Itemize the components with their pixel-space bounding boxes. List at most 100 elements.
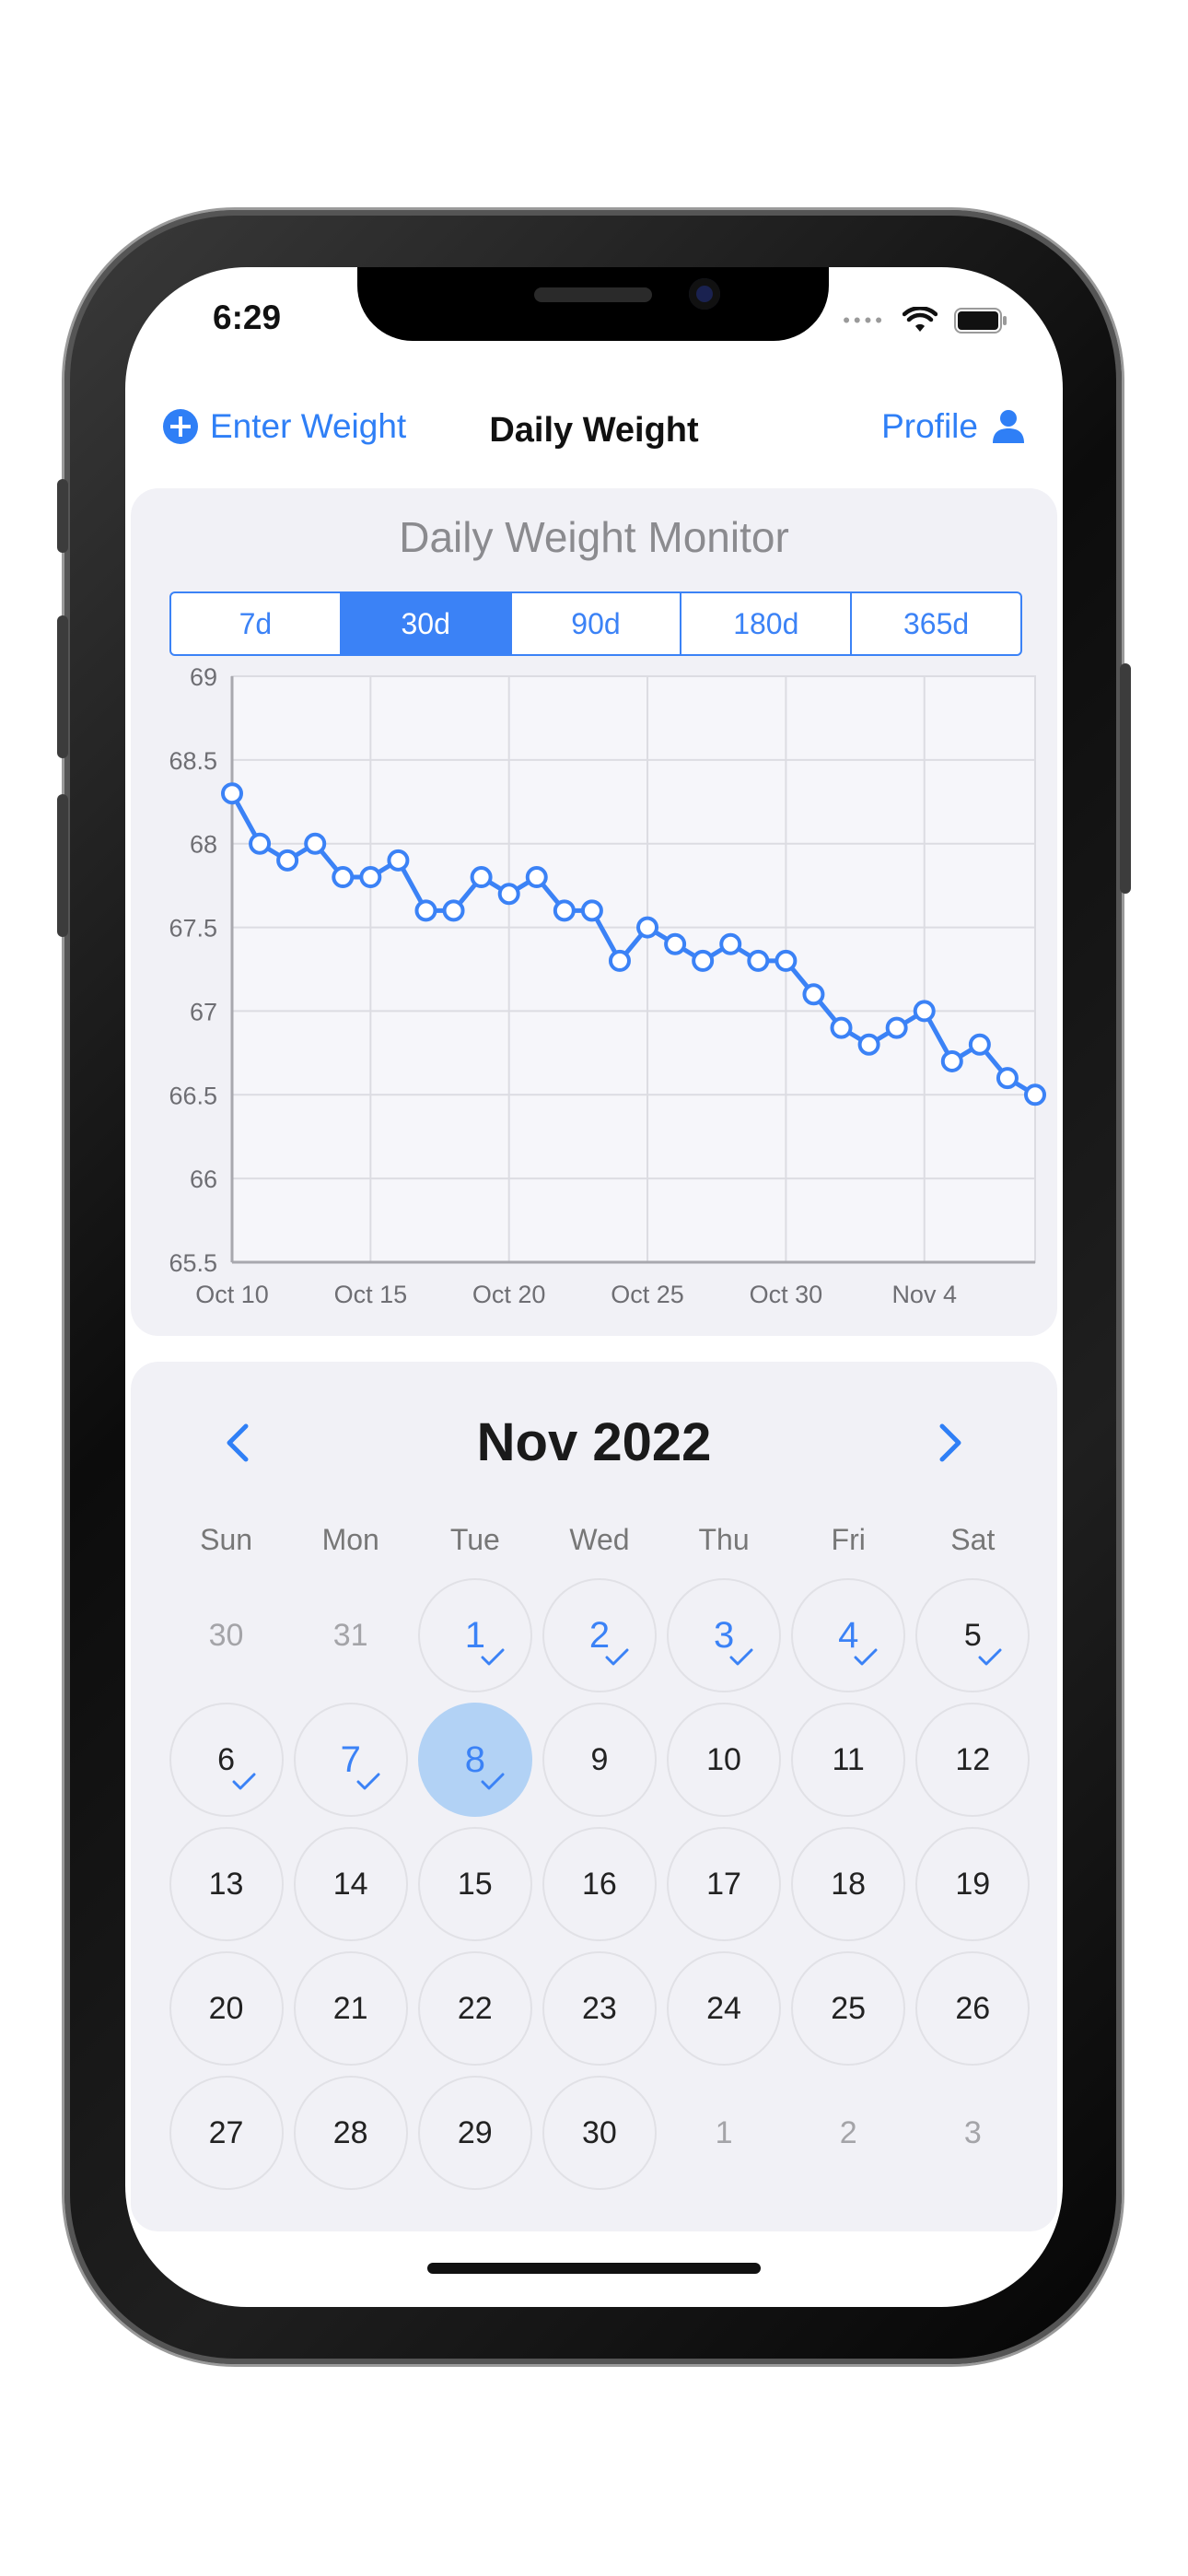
range-option-7d[interactable]: 7d <box>239 606 273 640</box>
x-tick-label: Nov 4 <box>891 1281 957 1308</box>
previous-month-button[interactable] <box>210 1415 265 1470</box>
calendar-day[interactable]: 15 <box>417 1827 532 1941</box>
calendar-day[interactable]: 10 <box>667 1703 782 1817</box>
calendar-day[interactable]: 14 <box>293 1827 408 1941</box>
data-point[interactable] <box>608 949 631 972</box>
calendar-cell: 11 <box>786 1698 911 1822</box>
calendar-day[interactable]: 31 <box>294 1578 408 1692</box>
calendar-day[interactable]: 20 <box>169 1951 284 2066</box>
data-point[interactable] <box>553 899 576 922</box>
calendar-cell: 20 <box>164 1947 288 2071</box>
range-option-30d[interactable]: 30d <box>339 593 510 654</box>
calendar-day[interactable]: 21 <box>293 1951 408 2066</box>
day-number: 19 <box>955 1866 991 1902</box>
day-number: 20 <box>208 1990 244 2026</box>
data-point[interactable] <box>885 1016 908 1039</box>
calendar-cell: 23 <box>537 1947 661 2071</box>
check-icon <box>605 1648 629 1666</box>
home-indicator[interactable] <box>427 2263 761 2274</box>
data-point[interactable] <box>221 782 243 805</box>
enter-weight-button[interactable]: Enter Weight <box>162 407 406 446</box>
data-point[interactable] <box>913 1000 936 1023</box>
calendar-day[interactable]: 12 <box>915 1703 1031 1817</box>
data-point[interactable] <box>719 932 742 955</box>
range-option-90d[interactable]: 90d <box>509 593 681 654</box>
calendar-day[interactable]: 22 <box>417 1951 532 2066</box>
x-tick-label: Oct 10 <box>195 1281 269 1308</box>
calendar-day[interactable]: 5 <box>915 1578 1031 1692</box>
data-point[interactable] <box>940 1049 963 1072</box>
data-point[interactable] <box>802 983 825 1006</box>
calendar-day[interactable]: 30 <box>169 1578 284 1692</box>
calendar-cell: 8 <box>413 1698 537 1822</box>
calendar-day[interactable]: 17 <box>667 1827 782 1941</box>
data-point[interactable] <box>497 883 520 906</box>
calendar-day[interactable]: 7 <box>293 1703 408 1817</box>
day-number: 10 <box>706 1741 741 1777</box>
day-number: 4 <box>838 1614 859 1656</box>
calendar-day[interactable]: 23 <box>542 1951 657 2066</box>
range-option-365d[interactable]: 365d <box>850 593 1020 654</box>
data-point[interactable] <box>968 1033 991 1056</box>
calendar-day[interactable]: 24 <box>667 1951 782 2066</box>
data-point[interactable] <box>387 849 410 872</box>
calendar-day[interactable]: 2 <box>791 2076 905 2190</box>
data-point[interactable] <box>470 866 493 889</box>
data-point[interactable] <box>580 899 603 922</box>
profile-button[interactable]: Profile <box>881 407 1026 446</box>
calendar-day[interactable]: 4 <box>791 1578 906 1692</box>
data-point[interactable] <box>636 916 659 939</box>
range-option-180d[interactable]: 180d <box>680 593 850 654</box>
calendar-day[interactable]: 19 <box>915 1827 1031 1941</box>
calendar-day[interactable]: 28 <box>293 2076 408 2190</box>
calendar-day[interactable]: 11 <box>791 1703 906 1817</box>
weekday-label: Fri <box>831 1523 866 1556</box>
data-point[interactable] <box>359 866 382 889</box>
calendar-day[interactable]: 16 <box>542 1827 657 1941</box>
data-point[interactable] <box>332 866 355 889</box>
data-point[interactable] <box>414 899 437 922</box>
next-month-button[interactable] <box>923 1415 978 1470</box>
calendar-day[interactable]: 27 <box>169 2076 284 2190</box>
calendar-day-selected[interactable]: 8 <box>417 1703 532 1817</box>
calendar-day[interactable]: 13 <box>169 1827 284 1941</box>
data-point[interactable] <box>692 949 715 972</box>
data-point[interactable] <box>1024 1083 1046 1107</box>
calendar-day[interactable]: 9 <box>542 1703 657 1817</box>
calendar-day[interactable]: 1 <box>667 2076 781 2190</box>
calendar-day[interactable]: 18 <box>791 1827 906 1941</box>
day-number: 30 <box>208 1617 244 1653</box>
data-point[interactable] <box>442 899 465 922</box>
data-point[interactable] <box>664 932 687 955</box>
calendar-day[interactable]: 25 <box>791 1951 906 2066</box>
calendar-day[interactable]: 3 <box>667 1578 782 1692</box>
day-number: 5 <box>963 1617 982 1653</box>
calendar-day[interactable]: 29 <box>417 2076 532 2190</box>
phone-volume-up <box>57 615 68 758</box>
data-point[interactable] <box>996 1067 1019 1090</box>
data-point[interactable] <box>249 832 272 855</box>
calendar-day[interactable]: 6 <box>169 1703 284 1817</box>
data-point[interactable] <box>304 832 327 855</box>
data-point[interactable] <box>830 1016 853 1039</box>
app-screen: 6:29 •••• Enter Weight Daily Weight Prof… <box>125 267 1063 2307</box>
signal-dots-icon: •••• <box>843 309 886 332</box>
data-point[interactable] <box>857 1033 880 1056</box>
data-point[interactable] <box>775 949 798 972</box>
calendar-day[interactable]: 2 <box>542 1578 657 1692</box>
data-point[interactable] <box>747 949 770 972</box>
day-number: 9 <box>590 1741 609 1777</box>
y-tick-label: 65.5 <box>169 1249 217 1277</box>
calendar-day[interactable]: 3 <box>915 2076 1030 2190</box>
day-number: 22 <box>457 1990 493 2026</box>
calendar-day[interactable]: 1 <box>417 1578 532 1692</box>
nav-bar: Enter Weight Daily Weight Profile <box>125 387 1063 470</box>
calendar-day[interactable]: 30 <box>542 2076 657 2190</box>
weekday-label: Wed <box>569 1523 630 1556</box>
calendar-cell: 17 <box>662 1822 786 1947</box>
y-tick-label: 67.5 <box>169 915 217 943</box>
calendar-day[interactable]: 26 <box>915 1951 1031 2066</box>
data-point[interactable] <box>525 866 548 889</box>
data-point[interactable] <box>276 849 299 872</box>
day-number: 30 <box>582 2114 617 2150</box>
